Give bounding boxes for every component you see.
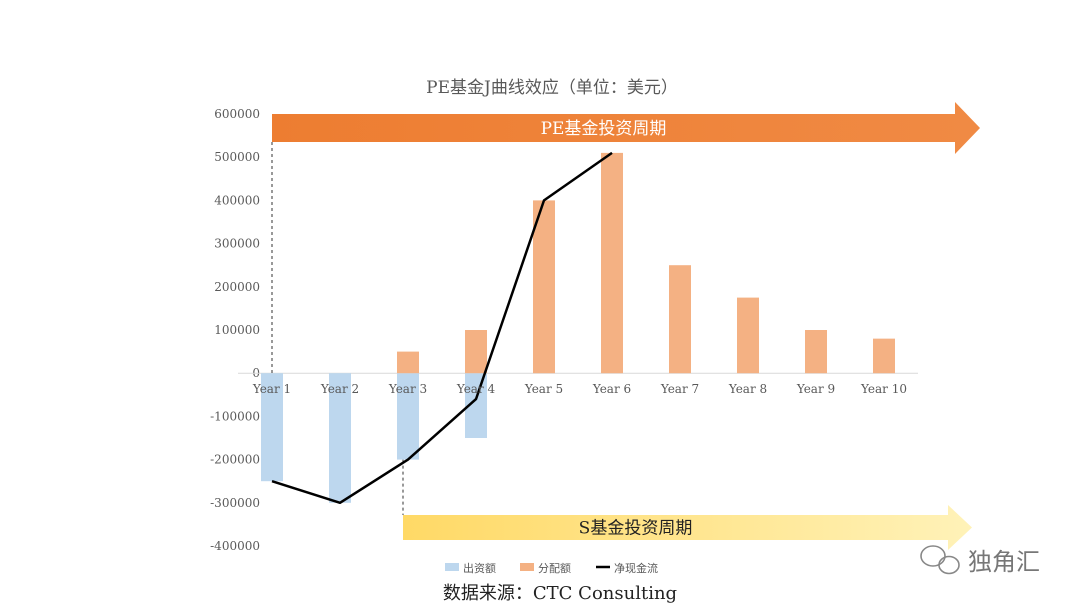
bar: [329, 373, 351, 503]
pe-cycle-arrow: [272, 102, 980, 154]
bar: [737, 297, 759, 374]
x-tick-label: Year 6: [592, 382, 631, 396]
bar: [533, 200, 555, 374]
y-tick-label: 600000: [214, 107, 260, 121]
x-tick-label: Year 10: [860, 382, 907, 396]
legend-swatch: [445, 563, 459, 571]
y-tick-label: 400000: [214, 193, 260, 207]
x-tick-label: Year 8: [728, 382, 767, 396]
chart-title: PE基金J曲线效应（单位：美元）: [426, 78, 678, 98]
bar: [873, 338, 895, 374]
legend: 出资额 分配额 净现金流: [445, 561, 658, 575]
watermark-text: 独角汇: [968, 548, 1040, 576]
x-tick-label: Year 4: [456, 382, 496, 396]
s-cycle-arrow: [403, 505, 972, 550]
legend-label: 出资额: [463, 561, 496, 575]
legend-label: 净现金流: [614, 561, 658, 575]
y-tick-label: -100000: [210, 409, 260, 423]
bar: [261, 373, 283, 482]
bar: [669, 265, 691, 374]
x-tick-label: Year 3: [388, 382, 427, 396]
x-tick-label: Year 1: [252, 382, 291, 396]
x-tick-label: Year 9: [796, 382, 835, 396]
pe-cycle-label: PE基金投资周期: [541, 119, 667, 139]
wechat-icon: [920, 545, 960, 575]
y-tick-label: 200000: [214, 280, 260, 294]
bar: [805, 330, 827, 374]
net-cashflow-line: [271, 151, 613, 505]
y-tick-label: 300000: [214, 237, 260, 251]
y-tick-label: 100000: [214, 323, 260, 337]
x-tick-label: Year 2: [320, 382, 359, 396]
bar: [601, 152, 623, 374]
bar-series: [261, 152, 895, 503]
y-tick-label: -400000: [210, 539, 260, 553]
watermark: 独角汇: [920, 545, 1040, 576]
y-tick-label: -300000: [210, 496, 260, 510]
x-axis-labels: Year 1 Year 2 Year 3 Year 4 Year 5 Year 6 Year…: [252, 382, 907, 396]
x-tick-label: Year 5: [524, 382, 563, 396]
legend-swatch: [520, 563, 534, 571]
x-tick-label: Year 7: [660, 382, 699, 396]
s-cycle-label: S基金投资周期: [579, 519, 693, 539]
bar: [465, 330, 487, 374]
bar: [397, 373, 419, 460]
bar: [397, 351, 419, 374]
y-tick-label: -200000: [210, 453, 260, 467]
source-note: 数据来源：CTC Consulting: [443, 583, 677, 604]
bar: [465, 373, 487, 438]
y-tick-label: 500000: [214, 150, 260, 164]
legend-label: 分配额: [538, 562, 571, 575]
y-axis-ticks: 6000005000004000003000002000001000000-10…: [210, 107, 260, 553]
